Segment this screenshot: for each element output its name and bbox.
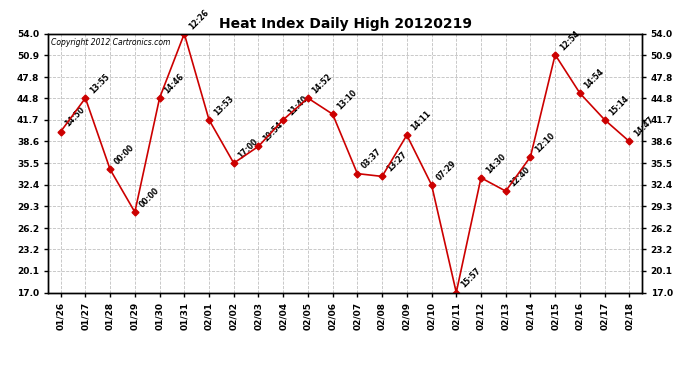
Text: 15:57: 15:57 [459, 266, 482, 290]
Text: 19:54: 19:54 [262, 120, 284, 144]
Title: Heat Index Daily High 20120219: Heat Index Daily High 20120219 [219, 17, 471, 31]
Text: 12:10: 12:10 [533, 130, 557, 154]
Text: 14:52: 14:52 [310, 72, 334, 95]
Text: 13:55: 13:55 [88, 72, 111, 95]
Text: 00:00: 00:00 [137, 186, 161, 209]
Text: 11:40: 11:40 [286, 94, 309, 117]
Text: 17:00: 17:00 [237, 137, 260, 160]
Text: 14:11: 14:11 [410, 109, 433, 132]
Text: 14:30: 14:30 [484, 152, 507, 175]
Text: 00:00: 00:00 [113, 143, 137, 166]
Text: 12:26: 12:26 [187, 8, 210, 31]
Text: 12:40: 12:40 [509, 165, 532, 188]
Text: 13:27: 13:27 [385, 150, 408, 174]
Text: 14:47: 14:47 [632, 115, 656, 139]
Text: 14:54: 14:54 [582, 67, 606, 90]
Text: 03:37: 03:37 [360, 147, 384, 171]
Text: Copyright 2012 Cartronics.com: Copyright 2012 Cartronics.com [51, 38, 170, 46]
Text: 15:14: 15:14 [607, 94, 631, 117]
Text: 13:10: 13:10 [335, 88, 359, 111]
Text: 13:53: 13:53 [212, 94, 235, 117]
Text: 14:50: 14:50 [63, 105, 87, 129]
Text: 12:54: 12:54 [558, 28, 581, 52]
Text: 14:46: 14:46 [162, 72, 186, 95]
Text: 07:29: 07:29 [434, 159, 458, 182]
